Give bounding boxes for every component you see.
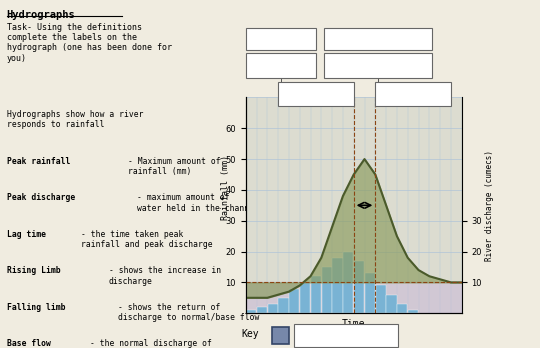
Text: Lag time: Lag time [6, 230, 46, 239]
Text: Key: Key [241, 329, 259, 339]
Bar [387, 295, 396, 313]
Text: Peak discharge: Peak discharge [6, 193, 75, 202]
Text: Hydrographs: Hydrographs [6, 10, 76, 21]
Text: Base flow: Base flow [6, 339, 51, 348]
Bar [408, 310, 418, 313]
Text: Task- Using the definitions
complete the labels on the
hydrograph (one has been : Task- Using the definitions complete the… [6, 23, 172, 63]
Text: - shows the return of
discharge to normal/base flow: - shows the return of discharge to norma… [118, 303, 260, 322]
Bar [268, 304, 278, 313]
Text: Rising Limb: Rising Limb [6, 266, 60, 275]
Bar [333, 258, 343, 313]
Bar [343, 252, 354, 313]
Text: - the normal discharge of
the river: - the normal discharge of the river [90, 339, 212, 348]
Bar [279, 298, 288, 313]
Bar [289, 288, 299, 313]
Text: Peak rainfall: Peak rainfall [6, 157, 70, 166]
Bar [294, 324, 399, 347]
Y-axis label: River discharge (cumecs): River discharge (cumecs) [485, 150, 494, 261]
Bar [354, 261, 364, 313]
Bar [272, 327, 288, 344]
Bar [300, 282, 310, 313]
Text: - Maximum amount of
rainfall (mm): - Maximum amount of rainfall (mm) [127, 157, 220, 176]
X-axis label: Time: Time [342, 319, 366, 329]
Text: Hydrographs show how a river
responds to rainfall: Hydrographs show how a river responds to… [6, 110, 143, 129]
Text: - shows the increase in
discharge: - shows the increase in discharge [109, 266, 221, 286]
Bar [311, 276, 321, 313]
Text: Rainfall (mm): Rainfall (mm) [221, 156, 230, 220]
Bar [376, 285, 386, 313]
Bar [257, 307, 267, 313]
Text: - the time taken peak
rainfall and peak discharge: - the time taken peak rainfall and peak … [81, 230, 213, 249]
Text: - maximum amount of
water held in the channel: - maximum amount of water held in the ch… [137, 193, 259, 213]
Bar [322, 267, 332, 313]
Bar [365, 273, 375, 313]
Bar [397, 304, 408, 313]
Text: Falling limb: Falling limb [6, 303, 65, 312]
Bar [246, 310, 256, 313]
